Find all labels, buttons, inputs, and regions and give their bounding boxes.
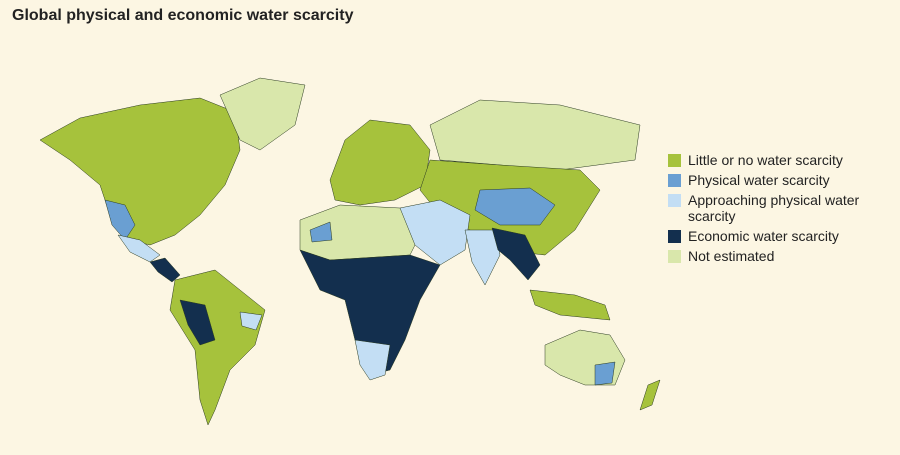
legend-swatch xyxy=(668,230,681,243)
north-america xyxy=(39,97,241,246)
andes-econ xyxy=(179,299,216,346)
russia xyxy=(429,99,641,171)
middle-east xyxy=(399,199,471,266)
map-title: Global physical and economic water scarc… xyxy=(12,7,354,24)
brazil-ne xyxy=(239,311,263,331)
india xyxy=(464,229,501,286)
us-west-dry xyxy=(104,199,136,241)
south-asia-econ xyxy=(491,227,541,281)
africa-econ xyxy=(299,249,441,376)
legend-label: Physical water scarcity xyxy=(688,172,830,188)
europe xyxy=(329,119,431,206)
china-physical xyxy=(474,187,556,226)
legend-swatch xyxy=(668,154,681,167)
legend-swatch xyxy=(668,194,681,207)
legend: Little or no water scarcity Physical wate… xyxy=(668,152,888,268)
legend-label: Economic water scarcity xyxy=(688,228,839,244)
greenland xyxy=(219,77,306,151)
legend-label: Approaching physical water scarcity xyxy=(688,192,860,224)
legend-item: Little or no water scarcity xyxy=(668,152,888,168)
legend-item: Approaching physical water scarcity xyxy=(668,192,888,224)
south-america xyxy=(169,269,266,426)
legend-item: Economic water scarcity xyxy=(668,228,888,244)
new-zealand xyxy=(639,379,661,411)
legend-swatch xyxy=(668,174,681,187)
se-asia xyxy=(529,289,611,321)
north-africa-edge xyxy=(309,221,333,243)
legend-swatch xyxy=(668,250,681,263)
legend-item: Physical water scarcity xyxy=(668,172,888,188)
central-america xyxy=(149,257,181,283)
legend-item: Not estimated xyxy=(668,248,888,264)
legend-label: Little or no water scarcity xyxy=(688,152,843,168)
mexico xyxy=(117,234,161,263)
legend-label: Not estimated xyxy=(688,248,775,264)
australia-se xyxy=(594,361,616,386)
southern-africa xyxy=(354,339,391,381)
